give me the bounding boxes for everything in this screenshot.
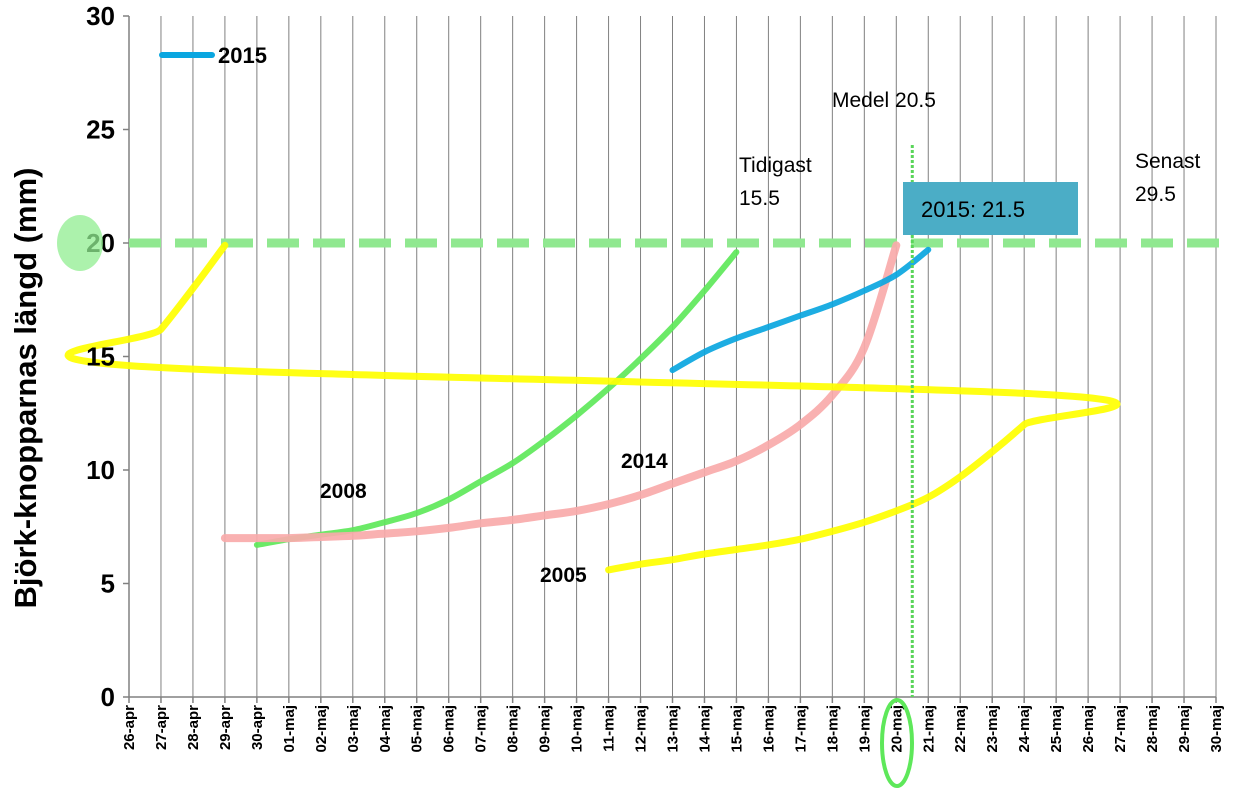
- annotation-tidigast-value: 15.5: [739, 187, 780, 210]
- y-tick-label: 15: [86, 342, 115, 372]
- annotation-2015-box: 2015: 21.5: [903, 182, 1078, 235]
- annotation-medel: Medel 20.5: [832, 89, 936, 112]
- series-line-2015: [669, 246, 932, 374]
- annotation-2015-box-bg: [903, 182, 1078, 235]
- series-line-2005: [64, 241, 1121, 574]
- y-tick-label: 25: [86, 115, 115, 145]
- y-tick-label: 0: [101, 682, 115, 712]
- y-tick-labels: 051015202530: [86, 1, 115, 712]
- annotation-tidigast-label: Tidigast: [739, 154, 812, 177]
- x-tick-label: 30-apr: [249, 705, 266, 750]
- x-tick-label: 26-apr: [121, 705, 138, 750]
- x-tick-label: 29-apr: [217, 705, 234, 750]
- x-tick-label: 04-maj: [377, 705, 394, 753]
- x-tick-label: 20-maj: [888, 705, 905, 753]
- annotation-senast-value: 29.5: [1135, 183, 1176, 206]
- series-label-2008: 2008: [320, 480, 367, 503]
- x-tick-label: 30-maj: [1208, 705, 1225, 753]
- x-tick-label: 23-maj: [984, 705, 1001, 753]
- y-tick-label: 5: [101, 569, 115, 599]
- x-tick-label: 06-maj: [441, 705, 458, 753]
- x-tick-label: 26-maj: [1080, 705, 1097, 753]
- x-tick-label: 13-maj: [665, 705, 682, 753]
- annotation-senast-label: Senast: [1135, 150, 1201, 173]
- series-label-2005: 2005: [540, 564, 587, 587]
- vertical-gridlines: [160, 16, 1217, 697]
- x-tick-label: 15-maj: [728, 705, 745, 753]
- x-tick-label: 12-maj: [633, 705, 650, 753]
- series-label-2014: 2014: [621, 450, 668, 473]
- legend: 2015: [159, 43, 267, 68]
- y-tick-label: 10: [86, 455, 115, 485]
- highlight-circle-ytick-20: [57, 215, 103, 271]
- x-tick-label: 01-maj: [281, 705, 298, 753]
- x-tick-label: 25-maj: [1048, 705, 1065, 753]
- x-tick-label: 09-maj: [537, 705, 554, 753]
- y-tick-label: 30: [86, 1, 115, 31]
- x-tick-label: 21-maj: [920, 705, 937, 753]
- highlight-circle-xtick-20-maj: [880, 698, 914, 788]
- x-tick-label: 07-maj: [473, 705, 490, 753]
- x-tick-label: 22-maj: [952, 705, 969, 753]
- y-axis-label: Björk-knopparnas längd (mm): [8, 168, 43, 609]
- x-tick-label: 29-maj: [1176, 705, 1193, 753]
- x-tick-label: 27-maj: [1112, 705, 1129, 753]
- x-tick-labels: 26-apr 27-apr 28-apr 29-apr 30-apr 01-maj 02-m…: [121, 705, 1225, 753]
- x-tick-label: 19-maj: [856, 705, 873, 753]
- x-tick-label: 05-maj: [409, 705, 426, 753]
- x-tick-label: 16-maj: [760, 705, 777, 753]
- x-tick-label: 18-maj: [824, 705, 841, 753]
- annotation-2015-box-text: 2015: 21.5: [921, 197, 1025, 222]
- x-tick-label: 11-maj: [601, 705, 618, 752]
- x-tick-label: 03-maj: [345, 705, 362, 753]
- x-tick-label: 28-apr: [185, 705, 202, 750]
- x-tick-label: 28-maj: [1144, 705, 1161, 753]
- series-line-2014: [220, 241, 901, 543]
- x-tick-label: 27-apr: [153, 705, 170, 750]
- x-tick-label: 14-maj: [696, 705, 713, 753]
- series-lines: [64, 241, 1121, 574]
- x-tick-label: 17-maj: [792, 705, 809, 753]
- axes: [123, 15, 1217, 703]
- legend-label-2015: 2015: [218, 43, 267, 68]
- x-tick-label: 24-maj: [1016, 705, 1033, 753]
- x-tick-label: 10-maj: [569, 705, 586, 753]
- x-tick-label: 02-maj: [313, 705, 330, 753]
- x-tick-label: 08-maj: [505, 705, 522, 753]
